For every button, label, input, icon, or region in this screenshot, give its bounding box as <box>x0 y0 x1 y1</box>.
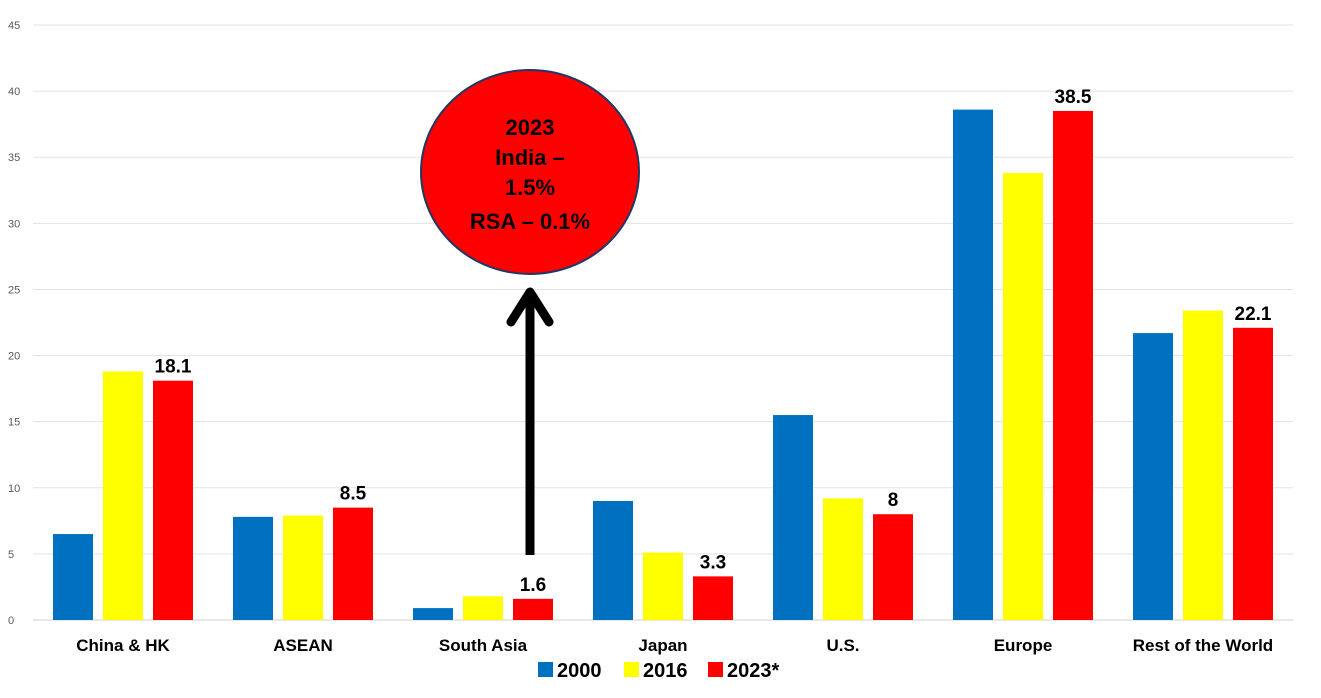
data-label: 18.1 <box>155 357 192 378</box>
callout-circle <box>420 69 640 275</box>
y-tick-label: 20 <box>8 351 20 363</box>
y-tick-label: 10 <box>8 483 20 495</box>
callout-arrow-head <box>506 287 554 327</box>
bar-2000-1 <box>233 516 273 620</box>
bar-2016-4 <box>823 498 863 620</box>
bar-2016-6 <box>1183 310 1223 620</box>
callout-line-1: 2023 <box>506 115 555 140</box>
gridlines <box>33 24 1293 621</box>
bar-2000-5 <box>953 109 993 620</box>
callout-line-3: 1.5% <box>505 175 555 200</box>
legend: 2000 2016 2023* <box>538 660 779 682</box>
legend-swatch-2000 <box>538 662 553 677</box>
callout-line-2: India – <box>495 145 565 170</box>
bar-2023-5 <box>1053 110 1093 620</box>
y-axis-ticks: 0 5 10 15 20 25 30 35 40 45 <box>8 20 20 627</box>
x-category-label: U.S. <box>826 636 859 655</box>
legend-swatch-2023 <box>708 662 723 677</box>
data-label: 8.5 <box>340 484 367 505</box>
bars <box>53 109 1273 621</box>
data-label: 8 <box>888 490 899 511</box>
data-label: 1.6 <box>520 575 546 596</box>
data-label: 3.3 <box>700 552 726 573</box>
callout-annotation: 2023 India – 1.5% RSA – 0.1% <box>420 69 640 555</box>
x-category-label: China & HK <box>76 636 170 655</box>
bar-2023-4 <box>873 514 913 620</box>
legend-swatch-2016 <box>624 662 639 677</box>
bar-2000-6 <box>1133 333 1173 620</box>
bar-2016-2 <box>463 596 503 620</box>
y-tick-label: 15 <box>8 417 20 429</box>
bar-2016-0 <box>103 371 143 620</box>
bar-2023-1 <box>333 507 373 620</box>
y-tick-label: 45 <box>8 20 20 32</box>
legend-label: 2016 <box>643 660 688 682</box>
bar-2016-3 <box>643 552 683 620</box>
bar-2023-0 <box>153 380 193 620</box>
y-tick-label: 5 <box>8 549 14 561</box>
y-tick-label: 30 <box>8 218 20 230</box>
data-label: 38.5 <box>1055 87 1092 108</box>
y-tick-label: 0 <box>8 615 14 627</box>
bar-2000-3 <box>593 501 633 620</box>
bar-2023-2 <box>513 598 553 620</box>
y-tick-label: 35 <box>8 152 20 164</box>
bar-2016-5 <box>1003 173 1043 621</box>
callout-line-4: RSA – 0.1% <box>470 209 590 234</box>
bar-2023-3 <box>693 576 733 620</box>
bar-2000-0 <box>53 534 93 620</box>
bar-2023-6 <box>1233 327 1273 620</box>
bar-2000-4 <box>773 415 813 620</box>
y-tick-label: 25 <box>8 284 20 296</box>
x-category-label: Rest of the World <box>1133 636 1273 655</box>
bar-2016-1 <box>283 515 323 620</box>
legend-label: 2000 <box>557 660 602 682</box>
x-axis-labels: China & HK ASEAN South Asia Japan U.S. Europe… <box>76 636 1273 655</box>
data-label: 22.1 <box>1235 304 1272 325</box>
legend-label: 2023* <box>727 660 779 682</box>
bar-2000-2 <box>413 608 453 620</box>
data-labels: 18.1 8.5 1.6 3.3 8 38.5 22.1 <box>155 87 1272 596</box>
x-category-label: Japan <box>638 636 687 655</box>
x-category-label: ASEAN <box>273 636 333 655</box>
x-category-label: South Asia <box>439 636 528 655</box>
x-category-label: Europe <box>994 636 1053 655</box>
y-tick-label: 40 <box>8 86 20 98</box>
